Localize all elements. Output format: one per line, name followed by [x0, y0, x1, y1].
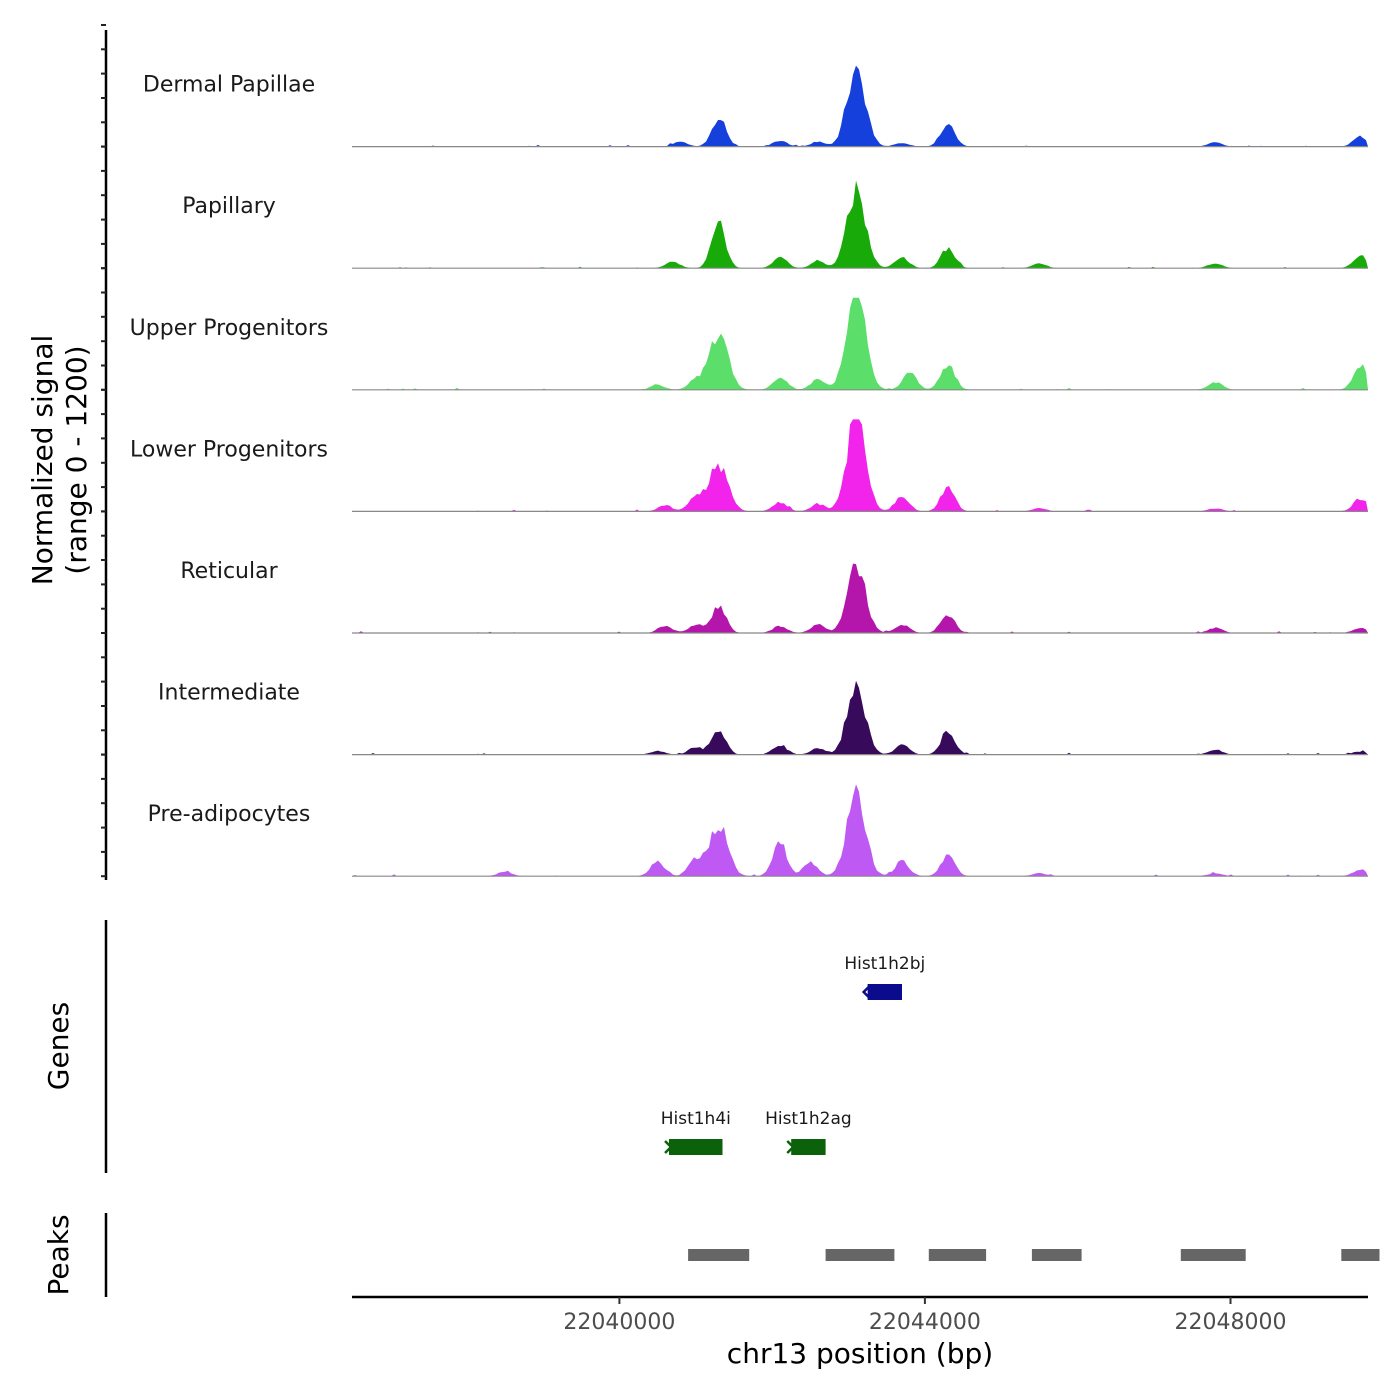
peak-region [825, 1249, 895, 1261]
gene-label: Hist1h4i [661, 1109, 731, 1129]
peak-region [1031, 1249, 1082, 1261]
y-axis-title-line2: (range 0 - 1200) [60, 345, 93, 574]
coverage-track: Lower Progenitors [101, 388, 1368, 513]
gene-label: Hist1h2bj [844, 954, 925, 974]
coverage-area [352, 784, 1368, 877]
gene-feature: Hist1h4i [661, 1109, 731, 1155]
track-label: Intermediate [158, 681, 300, 706]
strand-arrow [786, 1140, 796, 1154]
peak-region [1180, 1249, 1246, 1261]
coverage-panel: Dermal Papillae Papillary Upper Progenitor… [101, 24, 1368, 880]
coverage-track: Dermal Papillae [101, 24, 1368, 148]
track-label: Pre-adipocytes [148, 802, 311, 827]
coverage-area [352, 65, 1368, 147]
track-label: Upper Progenitors [130, 316, 329, 341]
y-axis-title-line1: Normalized signal [26, 335, 59, 586]
gene-body [867, 984, 902, 1000]
coverage-track: Papillary [101, 145, 1368, 270]
strand-arrow [861, 985, 871, 999]
peaks-track-title: Peaks [42, 1214, 75, 1295]
coverage-area [352, 419, 1368, 512]
gene-body [669, 1139, 723, 1155]
x-axis-title: chr13 position (bp) [727, 1337, 993, 1370]
gene-body [791, 1139, 826, 1155]
x-tick-label: 22040000 [563, 1310, 675, 1335]
track-label: Reticular [180, 559, 278, 584]
x-tick-label: 22048000 [1175, 1310, 1287, 1335]
coverage-area [352, 180, 1368, 269]
peaks-panel [104, 1213, 1380, 1297]
track-label: Lower Progenitors [130, 437, 328, 462]
coverage-area [352, 297, 1368, 390]
coverage-track: Reticular [101, 510, 1368, 634]
gene-feature: Hist1h2bj [844, 954, 925, 1000]
gene-feature: Hist1h2ag [765, 1109, 852, 1155]
genes-track-title: Genes [42, 1002, 75, 1090]
x-tick-label: 22044000 [869, 1310, 981, 1335]
peak-region [1341, 1249, 1380, 1261]
coverage-track: Intermediate [101, 632, 1368, 756]
genes-panel: Hist1h2bj Hist1h4i Hist1h2ag [104, 920, 925, 1173]
peak-region [688, 1249, 750, 1261]
gene-label: Hist1h2ag [765, 1109, 852, 1129]
coverage-area [352, 563, 1368, 633]
coverage-track: Pre-adipocytes [101, 753, 1368, 878]
coverage-track: Upper Progenitors [101, 267, 1368, 391]
coverage-area [352, 680, 1368, 755]
x-axis: 22040000 22044000 22048000 [352, 1295, 1368, 1335]
track-label: Papillary [182, 194, 276, 219]
peak-region [928, 1249, 987, 1261]
strand-arrow [664, 1140, 673, 1154]
track-label: Dermal Papillae [143, 73, 315, 98]
